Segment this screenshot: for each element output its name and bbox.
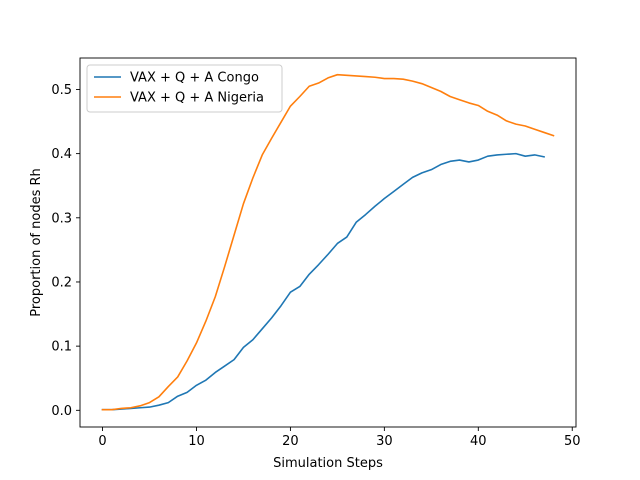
y-tick-label: 0.1	[51, 340, 72, 355]
x-axis-ticks: 0 10 20 30 40 50	[98, 427, 581, 449]
series-line-2	[101, 73, 555, 411]
y-axis-label: Proportion of nodes Rh	[29, 168, 44, 317]
legend-label: VAX + Q + A Nigeria	[130, 91, 264, 106]
x-tick-label: 40	[470, 434, 487, 449]
y-axis-ticks: 0.0 0.1 0.2 0.3 0.4 0.5	[51, 83, 80, 419]
legend: VAX + Q + A Congo VAX + Q + A Nigeria	[86, 64, 283, 113]
y-tick-label: 0.4	[51, 147, 72, 162]
y-tick-label: 0.2	[51, 275, 72, 290]
legend-label: VAX + Q + A Congo	[130, 71, 259, 86]
x-tick-label: 0	[98, 434, 106, 449]
x-tick-label: 50	[564, 434, 581, 449]
x-tick-label: 30	[376, 434, 393, 449]
series-lines	[101, 73, 555, 411]
y-tick-label: 0.3	[51, 211, 72, 226]
x-tick-label: 10	[188, 434, 205, 449]
x-tick-label: 20	[282, 434, 299, 449]
y-tick-label: 0.0	[51, 404, 72, 419]
axes-frame	[79, 57, 577, 428]
legend-box	[86, 64, 283, 113]
series-line-1	[101, 152, 546, 411]
y-tick-label: 0.5	[51, 83, 72, 98]
x-axis-label: Simulation Steps	[273, 456, 383, 471]
